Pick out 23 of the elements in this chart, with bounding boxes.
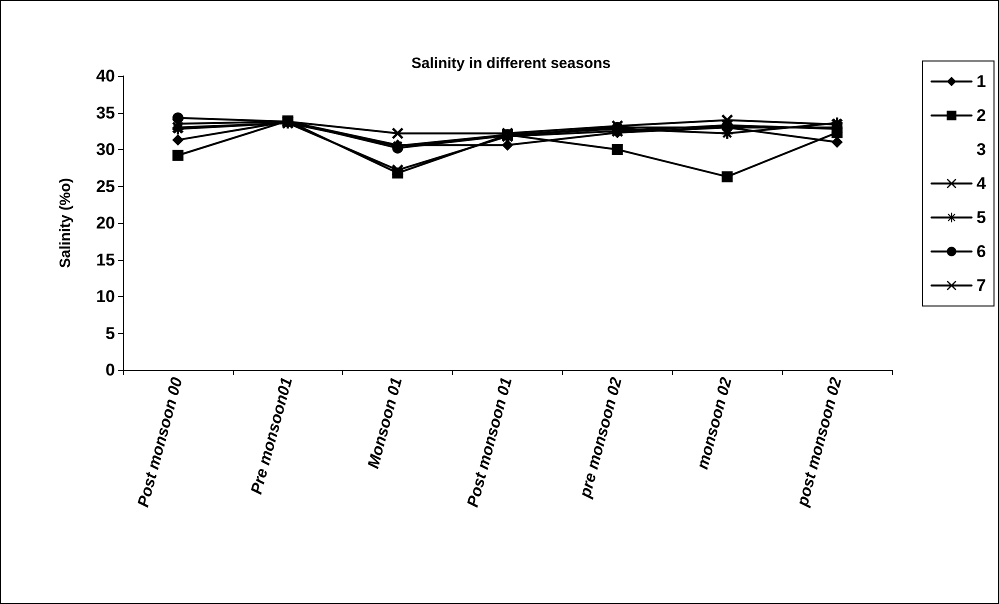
y-tick-label: 20 <box>96 214 115 232</box>
y-tick-label: 40 <box>96 66 115 86</box>
x-tick-label: pre monsoon 02 <box>576 376 626 501</box>
y-tick-label: 35 <box>96 103 115 122</box>
legend-label: 4 <box>976 174 987 193</box>
y-tick-label: 30 <box>96 140 115 159</box>
x-tick-label: post monsoon 02 <box>794 376 846 510</box>
y-tick-label: 5 <box>106 324 115 343</box>
y-tick-label: 15 <box>96 250 115 270</box>
y-tick-label: 25 <box>96 176 115 196</box>
x-tick-label: Post monsoon 01 <box>464 376 516 510</box>
legend-label: 2 <box>976 106 986 125</box>
chart-title: Salinity in different seasons <box>411 55 611 72</box>
y-axis-title: Salinity (%o) <box>57 178 74 268</box>
x-tick-label: Post monsoon 00 <box>135 376 186 510</box>
x-tick-label: monsoon 02 <box>694 376 736 472</box>
y-tick-label: 0 <box>106 360 115 380</box>
legend-label: 1 <box>976 72 986 91</box>
legend-label: 6 <box>976 242 986 261</box>
legend-label: 3 <box>976 140 986 159</box>
legend-label: 5 <box>976 208 986 227</box>
legend-label: 7 <box>976 276 986 295</box>
y-tick-label: 10 <box>96 287 115 306</box>
